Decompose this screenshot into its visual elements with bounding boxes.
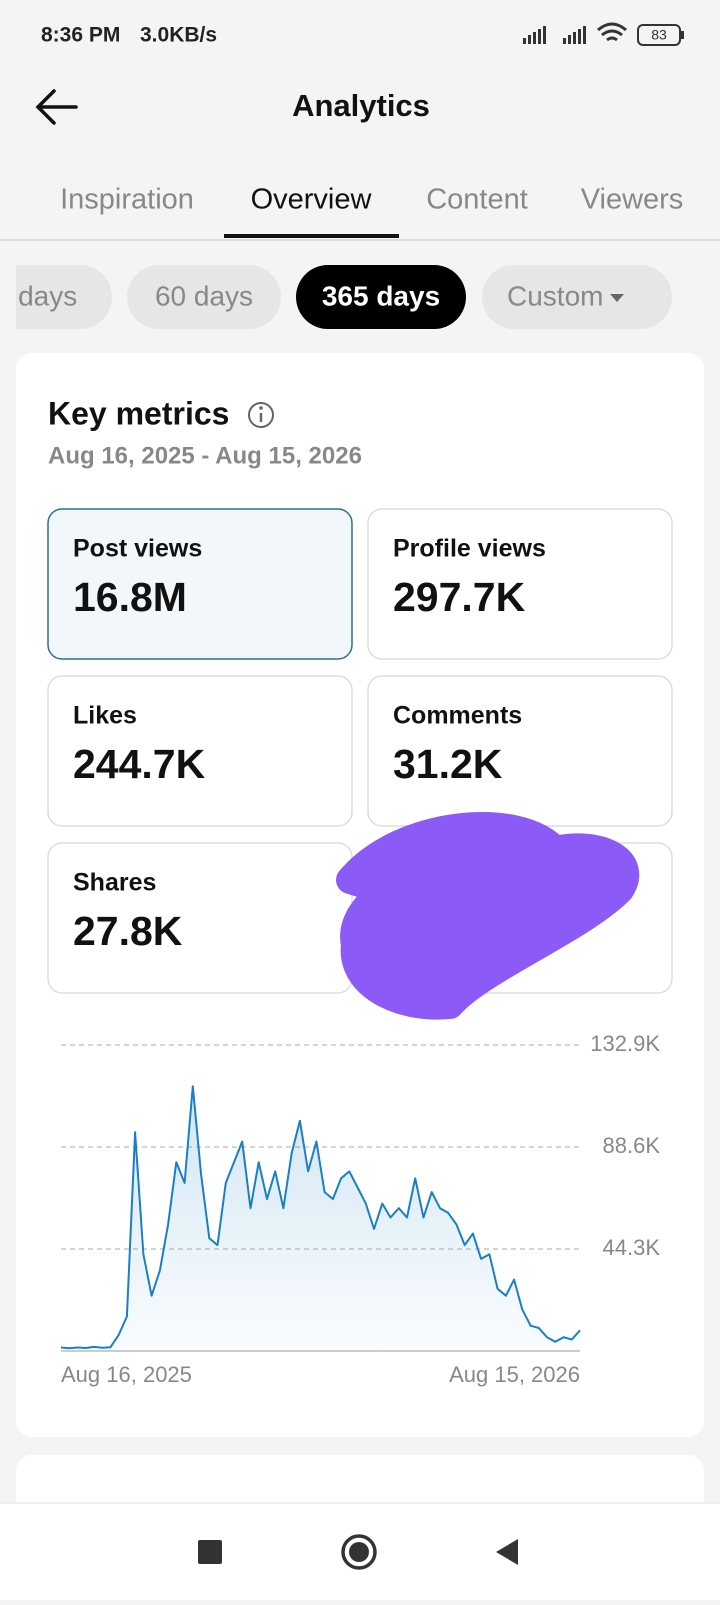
nav-home[interactable] bbox=[341, 1534, 377, 1570]
tab[interactable]: Viewers bbox=[581, 184, 684, 216]
x-tick-label: Aug 15, 2026 bbox=[449, 1362, 580, 1387]
y-tick-label: 44.3K bbox=[603, 1235, 661, 1260]
range-chip[interactable] bbox=[127, 265, 281, 329]
metric-box[interactable] bbox=[47, 675, 353, 827]
tab[interactable]: Content bbox=[426, 184, 528, 216]
range-chip[interactable] bbox=[0, 265, 112, 329]
trend-chart: 44.3K 88.6K 132.9K Aug 16, 2025 Aug 15, 2026 bbox=[60, 1031, 661, 1387]
chip-row: 7 days 60 days 365 days Custom bbox=[0, 265, 672, 329]
page-title: Analytics bbox=[292, 88, 430, 123]
status-time: 8:36 PM bbox=[41, 24, 120, 47]
metric-value: 16.8M bbox=[73, 574, 187, 620]
x-tick-label: Aug 16, 2025 bbox=[61, 1362, 192, 1387]
info-icon[interactable] bbox=[248, 402, 274, 428]
signal-icons bbox=[523, 26, 586, 44]
nav-recents[interactable] bbox=[198, 1540, 222, 1564]
redaction-scribble bbox=[336, 812, 640, 1020]
y-tick-label: 88.6K bbox=[603, 1133, 661, 1158]
range-chip-label: 365 days bbox=[322, 280, 440, 311]
battery-level: 83 bbox=[651, 27, 667, 43]
dropdown-arrow bbox=[610, 294, 624, 302]
tab-bar: Inspiration Overview Content Viewers bbox=[60, 184, 683, 238]
metric-label: Likes bbox=[73, 702, 137, 730]
line bbox=[60, 1085, 581, 1350]
metric-value: 27.8K bbox=[73, 908, 183, 954]
battery-tip bbox=[681, 31, 684, 39]
date-range: Aug 16, 2025 - Aug 15, 2026 bbox=[48, 442, 362, 469]
metric-value: 31.2K bbox=[393, 741, 503, 787]
battery-icon bbox=[637, 24, 681, 46]
nav-back[interactable] bbox=[496, 1539, 518, 1565]
tab[interactable]: Inspiration bbox=[60, 184, 194, 216]
metric-label: Comments bbox=[393, 702, 522, 730]
metric-label: Shares bbox=[73, 869, 156, 897]
range-chip-label: 60 days bbox=[155, 280, 253, 311]
range-chip-label: Custom bbox=[507, 280, 603, 311]
metric-value: 244.7K bbox=[73, 741, 206, 787]
status-speed: 3.0KB/s bbox=[140, 24, 217, 47]
range-chip-label: 7 days bbox=[0, 280, 77, 311]
range-chips: 7 days 60 days 365 days Custom bbox=[0, 265, 672, 329]
back-button[interactable] bbox=[35, 89, 78, 125]
metric-box[interactable] bbox=[47, 508, 353, 660]
metric-value: 297.7K bbox=[393, 574, 526, 620]
range-chip[interactable] bbox=[296, 265, 466, 329]
area bbox=[61, 1086, 580, 1351]
y-tick-label: 132.9K bbox=[590, 1031, 660, 1056]
tab-indicator bbox=[224, 234, 399, 238]
metric-label: Post views bbox=[73, 535, 202, 563]
metric-grid: Post views 16.8M Profile views 297.7K Likes 2… bbox=[47, 508, 673, 994]
card-title: Key metrics bbox=[48, 395, 229, 431]
wifi-icon bbox=[597, 22, 627, 42]
tab[interactable]: Overview bbox=[251, 184, 373, 216]
metric-box[interactable] bbox=[367, 508, 673, 660]
metric-label: Profile views bbox=[393, 535, 546, 563]
range-chip[interactable] bbox=[482, 265, 672, 329]
